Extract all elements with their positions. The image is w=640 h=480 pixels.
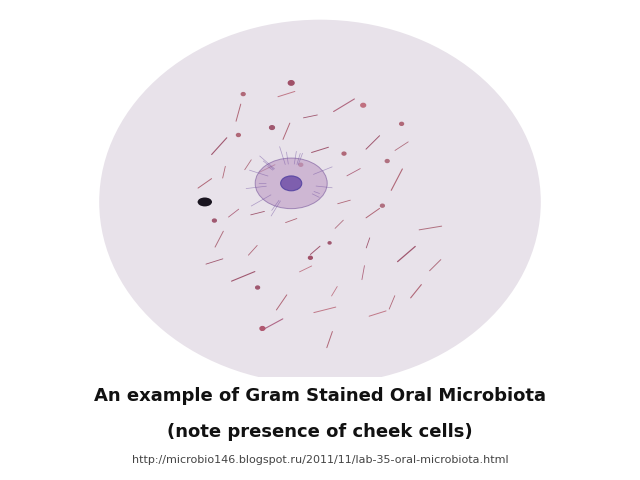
Circle shape [237,133,241,136]
Circle shape [269,126,275,130]
Ellipse shape [255,158,327,209]
Text: An example of Gram Stained Oral Microbiota: An example of Gram Stained Oral Microbio… [94,387,546,405]
Ellipse shape [99,20,541,384]
Text: (note presence of cheek cells): (note presence of cheek cells) [167,423,473,441]
Circle shape [256,286,260,289]
Circle shape [342,152,346,155]
Circle shape [212,219,216,222]
Circle shape [328,242,331,244]
Circle shape [241,93,245,96]
Circle shape [385,159,389,163]
Circle shape [288,81,294,85]
Circle shape [380,204,384,207]
Circle shape [399,122,404,125]
Ellipse shape [198,197,212,206]
Circle shape [260,326,265,330]
Circle shape [308,256,312,259]
Circle shape [299,163,303,166]
Text: http://microbio146.blogspot.ru/2011/11/lab-35-oral-microbiota.html: http://microbio146.blogspot.ru/2011/11/l… [132,455,508,465]
Circle shape [361,103,365,107]
Ellipse shape [280,176,302,191]
